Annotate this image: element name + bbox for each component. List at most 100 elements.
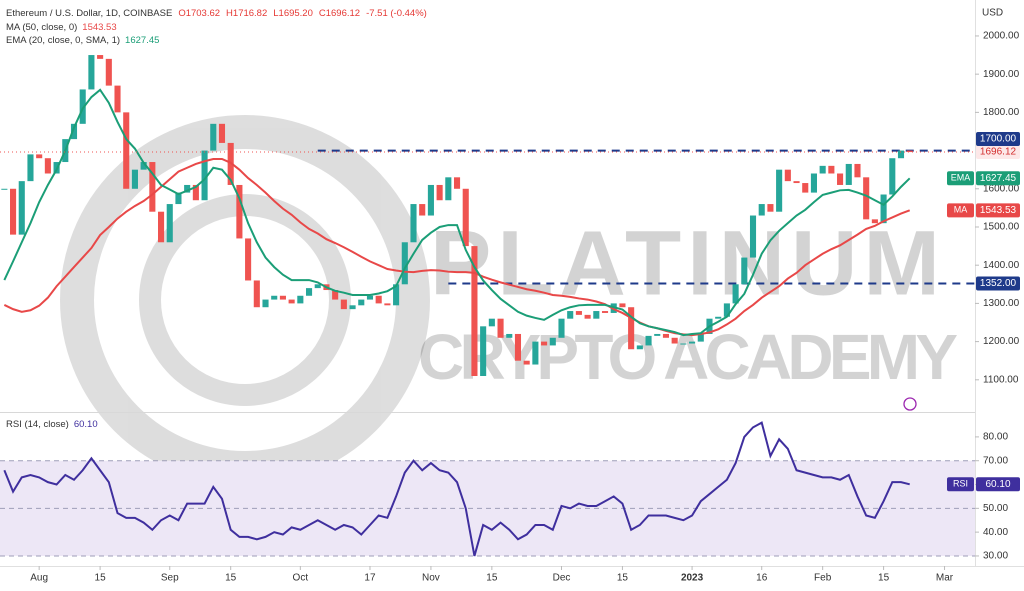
candle	[558, 318, 565, 338]
y-tick-label: 1800.00	[983, 107, 1020, 118]
candle	[218, 123, 226, 143]
candle	[628, 307, 635, 350]
indicator-line	[3, 88, 911, 337]
level-label: 1352.00	[980, 278, 1017, 289]
candle	[880, 194, 887, 224]
candle	[18, 181, 25, 235]
candle	[44, 158, 51, 174]
quote: -7.51 (-0.44%)	[366, 8, 427, 19]
candle	[532, 341, 539, 365]
x-tick-label: 15	[95, 573, 107, 584]
x-tick-label: Feb	[814, 573, 832, 584]
candle	[480, 326, 487, 376]
candle	[358, 299, 365, 306]
candle	[332, 290, 339, 300]
x-tick-label: 17	[364, 573, 376, 584]
candle	[184, 184, 191, 193]
alert-icon[interactable]	[903, 397, 917, 411]
candle	[262, 299, 269, 308]
candle	[636, 345, 643, 350]
candle	[36, 154, 43, 159]
candle	[166, 204, 173, 243]
candle	[279, 295, 286, 300]
x-tick-label: 15	[617, 573, 629, 584]
x-tick-label: 15	[878, 573, 890, 584]
candle	[393, 284, 400, 306]
y-tick-label: 70.00	[983, 455, 1008, 466]
candle	[749, 215, 757, 258]
candle	[793, 181, 800, 184]
indicator-line	[3, 421, 910, 557]
candle	[854, 163, 861, 178]
candle	[288, 299, 295, 304]
x-tick-label: Sep	[161, 573, 179, 584]
candle	[619, 303, 626, 308]
x-tick-label: 2023	[681, 573, 704, 584]
candle	[253, 280, 260, 308]
candle	[776, 169, 783, 212]
candle	[810, 173, 817, 193]
candle	[314, 284, 321, 289]
candle	[305, 288, 313, 296]
y-tick-label: 1300.00	[983, 298, 1020, 309]
candle	[131, 169, 138, 189]
candle	[549, 337, 556, 346]
candle	[10, 188, 17, 235]
series-tag-box	[947, 171, 974, 186]
quote: H1716.82	[226, 8, 267, 19]
series-last-label-box	[976, 477, 1020, 492]
level-label: 1700.00	[980, 134, 1017, 145]
candle	[192, 184, 199, 201]
x-tick-label: Aug	[30, 573, 48, 584]
candle	[453, 177, 461, 189]
candle	[366, 295, 374, 300]
last-price-label: 1696.12	[980, 147, 1017, 158]
indicator-line	[3, 157, 911, 337]
candle	[897, 150, 905, 159]
x-tick-label: Nov	[422, 573, 440, 584]
candle	[758, 204, 765, 216]
watermark-text: CRYPTO ACADEMY	[418, 321, 958, 393]
candle	[27, 154, 34, 182]
candle	[671, 337, 678, 344]
indicator-value: 1543.53	[82, 22, 116, 33]
candle	[88, 55, 95, 90]
candle	[567, 311, 574, 319]
candle	[889, 158, 896, 195]
y-tick-label: 2000.00	[983, 31, 1020, 42]
candle	[140, 162, 147, 170]
candle	[419, 204, 426, 216]
x-tick-label: Dec	[553, 573, 571, 584]
candle	[837, 173, 844, 185]
candle	[819, 165, 826, 174]
indicator-name: EMA (20, close, 0, SMA, 1)	[6, 35, 120, 46]
candle	[401, 242, 408, 285]
series-tag-box	[947, 477, 974, 492]
candle	[1, 188, 8, 190]
candle	[906, 150, 913, 153]
candle	[689, 341, 696, 344]
level-label-box	[976, 132, 1020, 147]
candle	[662, 333, 670, 338]
candle	[349, 305, 356, 310]
y-tick-label: 1900.00	[983, 69, 1020, 80]
candle	[201, 150, 208, 201]
y-tick-label: 1200.00	[983, 336, 1020, 347]
candle	[236, 184, 243, 239]
candle	[497, 318, 504, 338]
series-tag: RSI	[953, 479, 968, 489]
series-last-label: 1627.45	[980, 173, 1017, 184]
candle	[784, 169, 791, 182]
candle	[462, 188, 469, 247]
candle	[645, 335, 652, 346]
candle	[375, 295, 382, 304]
x-tick-label: 15	[225, 573, 237, 584]
last-price-label-box	[976, 145, 1020, 160]
candle	[445, 177, 452, 201]
candle	[158, 211, 165, 243]
candle	[340, 299, 347, 310]
candle	[767, 204, 774, 212]
currency: USD	[982, 8, 1003, 19]
candle	[297, 295, 304, 304]
